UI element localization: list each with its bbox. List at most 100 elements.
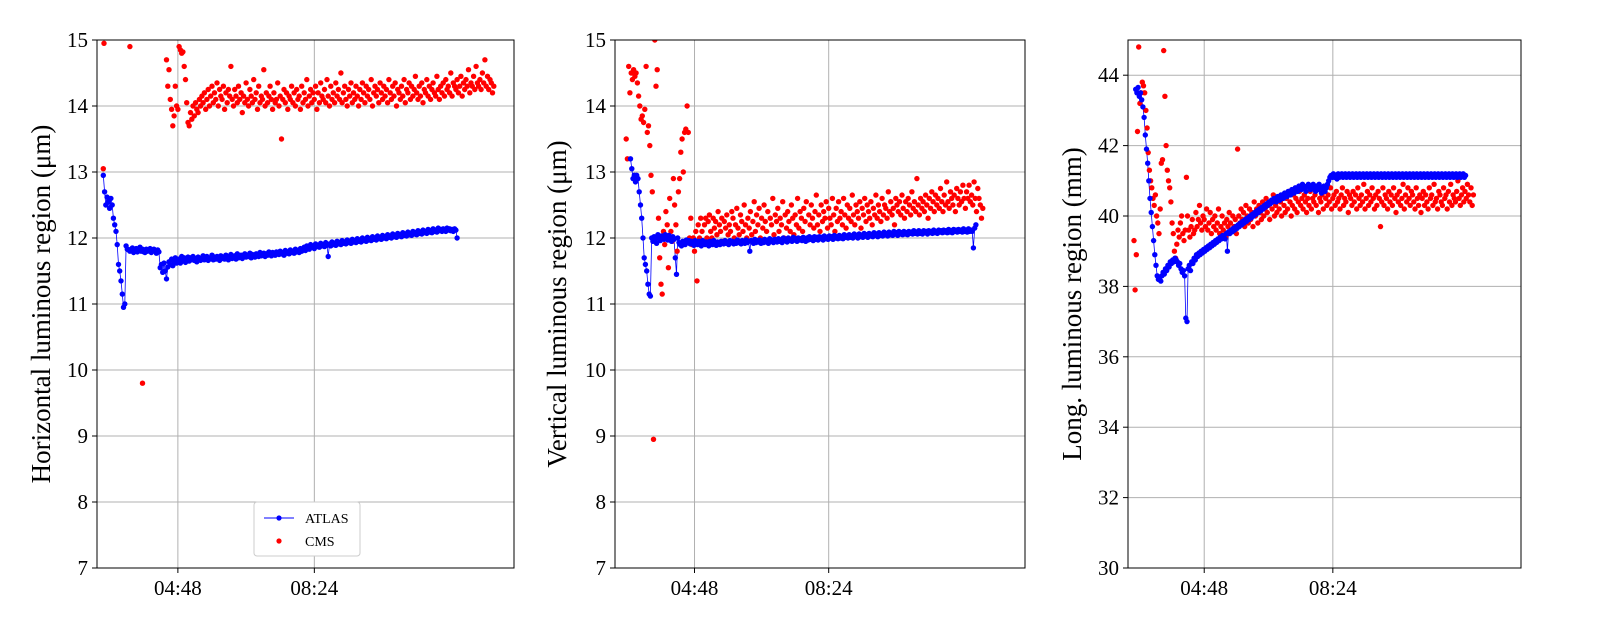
atlas-point	[1488, 0, 1493, 3]
atlas-point	[1143, 146, 1150, 152]
atlas-point	[627, 156, 634, 162]
cms-point	[1474, 0, 1479, 3]
cms-point	[1281, 202, 1287, 209]
atlas-point	[109, 202, 115, 208]
y-tick-label: 44	[1098, 63, 1120, 87]
cms-point	[854, 208, 860, 215]
atlas-point	[467, 0, 472, 3]
cms-point	[799, 228, 806, 235]
cms-point	[893, 195, 899, 202]
atlas-point	[635, 175, 641, 182]
y-tick-label: 11	[586, 292, 606, 316]
cms-point	[1215, 206, 1222, 212]
atlas-point	[1499, 0, 1504, 3]
atlas-point	[1486, 0, 1491, 3]
grid	[1128, 40, 1521, 569]
cms-point	[206, 103, 213, 109]
cms-point	[983, 0, 988, 3]
cms-point	[980, 205, 986, 211]
cms-point	[652, 40, 658, 43]
cms-point	[1152, 192, 1159, 198]
atlas-point	[1142, 132, 1149, 138]
cms-point	[304, 76, 310, 83]
cms-point	[1458, 192, 1465, 198]
grid	[615, 39, 1025, 569]
cms-point	[344, 103, 350, 109]
cms-point	[1475, 0, 1480, 3]
cms-point	[1462, 188, 1468, 195]
atlas-point	[101, 189, 108, 195]
cms-point	[330, 90, 336, 96]
cms-point	[449, 93, 455, 99]
atlas-point	[1464, 0, 1469, 3]
atlas-point	[1153, 262, 1159, 268]
cms-point	[224, 100, 230, 106]
cms-point	[1503, 0, 1508, 3]
cms-point	[175, 106, 181, 113]
atlas-point	[672, 255, 678, 261]
atlas-point	[494, 0, 499, 3]
cms-point	[966, 182, 972, 188]
atlas-point	[1475, 0, 1480, 3]
cms-point	[973, 208, 980, 215]
cms-point	[770, 195, 776, 202]
cms-point	[714, 232, 720, 238]
cms-point	[1175, 227, 1181, 233]
cms-point	[734, 205, 740, 211]
cms-point	[988, 0, 993, 3]
y-tick-label: 12	[67, 226, 88, 250]
cms-point	[947, 189, 954, 195]
cms-point	[205, 86, 211, 93]
cms-point	[1468, 185, 1474, 191]
cms-point	[839, 222, 846, 228]
cms-point	[996, 0, 1001, 3]
cms-point	[252, 96, 258, 103]
cms-point	[171, 113, 177, 119]
cms-point	[1165, 178, 1172, 184]
cms-point	[1496, 0, 1501, 3]
atlas-point	[1506, 0, 1511, 3]
cms-point	[1454, 188, 1460, 195]
cms-point	[1401, 206, 1408, 212]
cms-point	[1157, 206, 1163, 212]
cms-point	[1197, 220, 1204, 226]
cms-point	[984, 0, 989, 3]
atlas-point	[108, 195, 114, 202]
cms-point	[1224, 216, 1230, 223]
cms-point	[626, 63, 632, 70]
cms-point	[1255, 220, 1261, 226]
cms-point	[172, 83, 178, 89]
cms-point	[756, 205, 762, 211]
cms-point	[1351, 199, 1358, 205]
cms-point	[1167, 185, 1173, 191]
cms-point	[627, 90, 633, 96]
cms-point	[901, 215, 908, 221]
cms-point	[989, 0, 994, 3]
atlas-point	[468, 0, 473, 3]
cms-point	[679, 136, 685, 142]
cms-point	[835, 199, 842, 205]
atlas-point	[472, 0, 477, 3]
cms-point	[203, 106, 209, 113]
cms-point	[1339, 185, 1346, 191]
atlas-point	[1493, 0, 1498, 3]
cms-point	[1207, 209, 1213, 216]
cms-point	[906, 202, 913, 208]
atlas-series-line	[102, 175, 458, 308]
atlas-point	[119, 291, 126, 297]
cms-point	[339, 100, 345, 106]
atlas-point	[118, 278, 124, 284]
atlas-point	[1140, 104, 1146, 110]
atlas-point	[1482, 0, 1487, 3]
cms-point	[1375, 188, 1381, 195]
cms-point	[301, 90, 307, 96]
cms-point	[1176, 234, 1182, 240]
cms-point	[876, 208, 883, 215]
y-tick-label: 32	[1098, 486, 1119, 510]
cms-point	[269, 106, 276, 113]
cms-point	[1363, 195, 1369, 202]
atlas-point	[675, 235, 681, 241]
cms-point	[747, 208, 754, 215]
atlas-point	[1146, 178, 1152, 184]
cms-point	[1431, 181, 1437, 187]
